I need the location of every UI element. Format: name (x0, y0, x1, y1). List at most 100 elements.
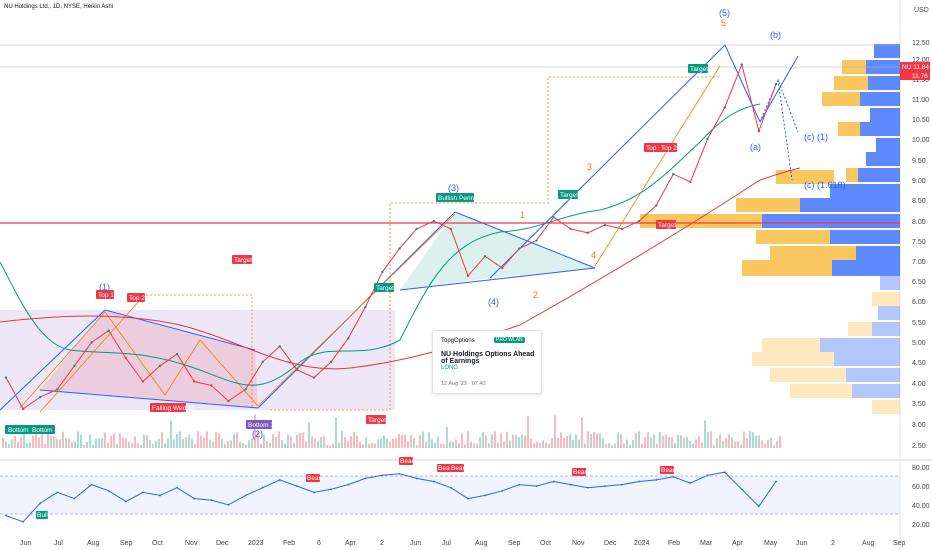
volume-bar (623, 443, 625, 448)
price-point (90, 341, 93, 344)
volume-bar (707, 431, 709, 448)
volume-bar (11, 439, 13, 448)
volume-bar (440, 443, 442, 448)
volume-bar (701, 442, 703, 448)
wave-c-1618: (c) (1.618) (804, 180, 846, 190)
volume-bar (593, 432, 595, 448)
volume-bar (161, 432, 163, 448)
price-axis[interactable]: USD 12.50 12.00 11.50 11.00 10.50 10.00 … (900, 7, 930, 529)
volume-bar (260, 443, 262, 448)
volume-bar (515, 435, 517, 448)
volume-bar (773, 444, 775, 448)
price-tick: 3.50 (912, 401, 926, 408)
price-tick: 11.00 (912, 97, 929, 104)
volume-bar (545, 442, 547, 448)
price-point (347, 337, 350, 340)
volume-bar (110, 435, 112, 448)
volume-bar (380, 438, 382, 448)
volume-bar (548, 443, 550, 448)
price-point (415, 227, 418, 231)
volume-bar (473, 443, 475, 448)
volume-bar (227, 441, 229, 448)
rsi-point (278, 479, 281, 481)
time-tick: 2 (831, 540, 835, 547)
wave-lines (19, 65, 721, 413)
volume-bar (740, 444, 742, 448)
volume-bar (563, 438, 565, 448)
label-target-5: Target (658, 222, 676, 229)
volume-bar (116, 443, 118, 448)
pattern-labels: Bottom 1 Bottom 2 Top 1 Top 2 Falling We… (5, 64, 708, 434)
price-tick: 11.50 (912, 77, 929, 84)
volume-bar (59, 439, 61, 448)
volume-bar (419, 435, 421, 448)
price-point (706, 137, 709, 141)
rsi-point (107, 489, 110, 492)
price-badge: NU 11.84 (902, 64, 929, 71)
rsi-bear-1: Bear (307, 475, 322, 482)
price-tick: 2.50 (912, 443, 926, 450)
news-title[interactable]: NU Holdings Options Ahead of Earnings (441, 351, 535, 365)
wave-2: (2) (252, 429, 263, 439)
volume-bar (551, 437, 553, 448)
wave-minor-2: 2 (533, 290, 538, 300)
time-tick: Jul (442, 540, 451, 547)
price-points (4, 63, 778, 411)
volume-bar (200, 435, 202, 448)
price-point (175, 352, 179, 356)
volume-bar (428, 432, 430, 448)
volume-bar (194, 444, 196, 448)
volume-bar (185, 437, 187, 448)
price-point (637, 219, 641, 223)
volume-bar (143, 434, 145, 448)
volume-bar (104, 432, 106, 448)
label-target-4: Target (560, 192, 578, 199)
volume-bar (518, 437, 520, 448)
volume-bar (680, 435, 682, 448)
volume-bar (332, 443, 334, 448)
volume-bar (122, 438, 124, 448)
volume-bar (452, 441, 454, 448)
price-point (73, 364, 76, 368)
volume-bar (497, 442, 499, 448)
rsi-bear-3: Bear (438, 465, 453, 472)
volume-bar (416, 444, 418, 448)
volume-bar (278, 431, 280, 448)
volume-bar (617, 432, 619, 448)
volume-bar (113, 433, 115, 448)
label-target-2: Target (368, 417, 386, 424)
time-tick: Dec (604, 540, 617, 547)
price-point (757, 129, 761, 133)
volume-bar (500, 433, 502, 448)
volume-bar (443, 443, 445, 448)
volume-bar (581, 417, 583, 448)
price-point (723, 106, 726, 109)
volume-bar (704, 420, 706, 448)
volume-bar (554, 415, 556, 448)
volume-bar (257, 431, 259, 448)
rsi-bull-1: Bull (37, 512, 48, 519)
volume-bar (569, 433, 571, 448)
rsi-point (552, 480, 555, 483)
news-card[interactable]: TopgOptions PRO WLAN NU Holdings Options… (432, 330, 542, 394)
price-point (261, 360, 264, 364)
bullish-pennant-fill (400, 212, 595, 290)
time-tick: Apr (345, 540, 357, 547)
rsi-point (227, 503, 230, 506)
volume-bar (275, 436, 277, 448)
volume-bar (41, 434, 43, 448)
volume-bar (719, 434, 721, 448)
volume-bar (599, 433, 601, 448)
volume-bar (602, 438, 604, 448)
volume-bar (458, 443, 460, 448)
volume-bar (62, 431, 64, 448)
time-tick: 2024 (634, 540, 650, 547)
volume-bar (329, 444, 331, 448)
time-axis[interactable]: Jun Jul Aug Sep Oct Nov Dec 2023 Feb 6 A… (20, 540, 906, 547)
volume-bar (635, 432, 637, 448)
volume-bar (659, 431, 661, 448)
volume-bar (413, 438, 415, 448)
rsi-tick: 40.00 (912, 503, 930, 510)
rsi-point (723, 471, 726, 474)
